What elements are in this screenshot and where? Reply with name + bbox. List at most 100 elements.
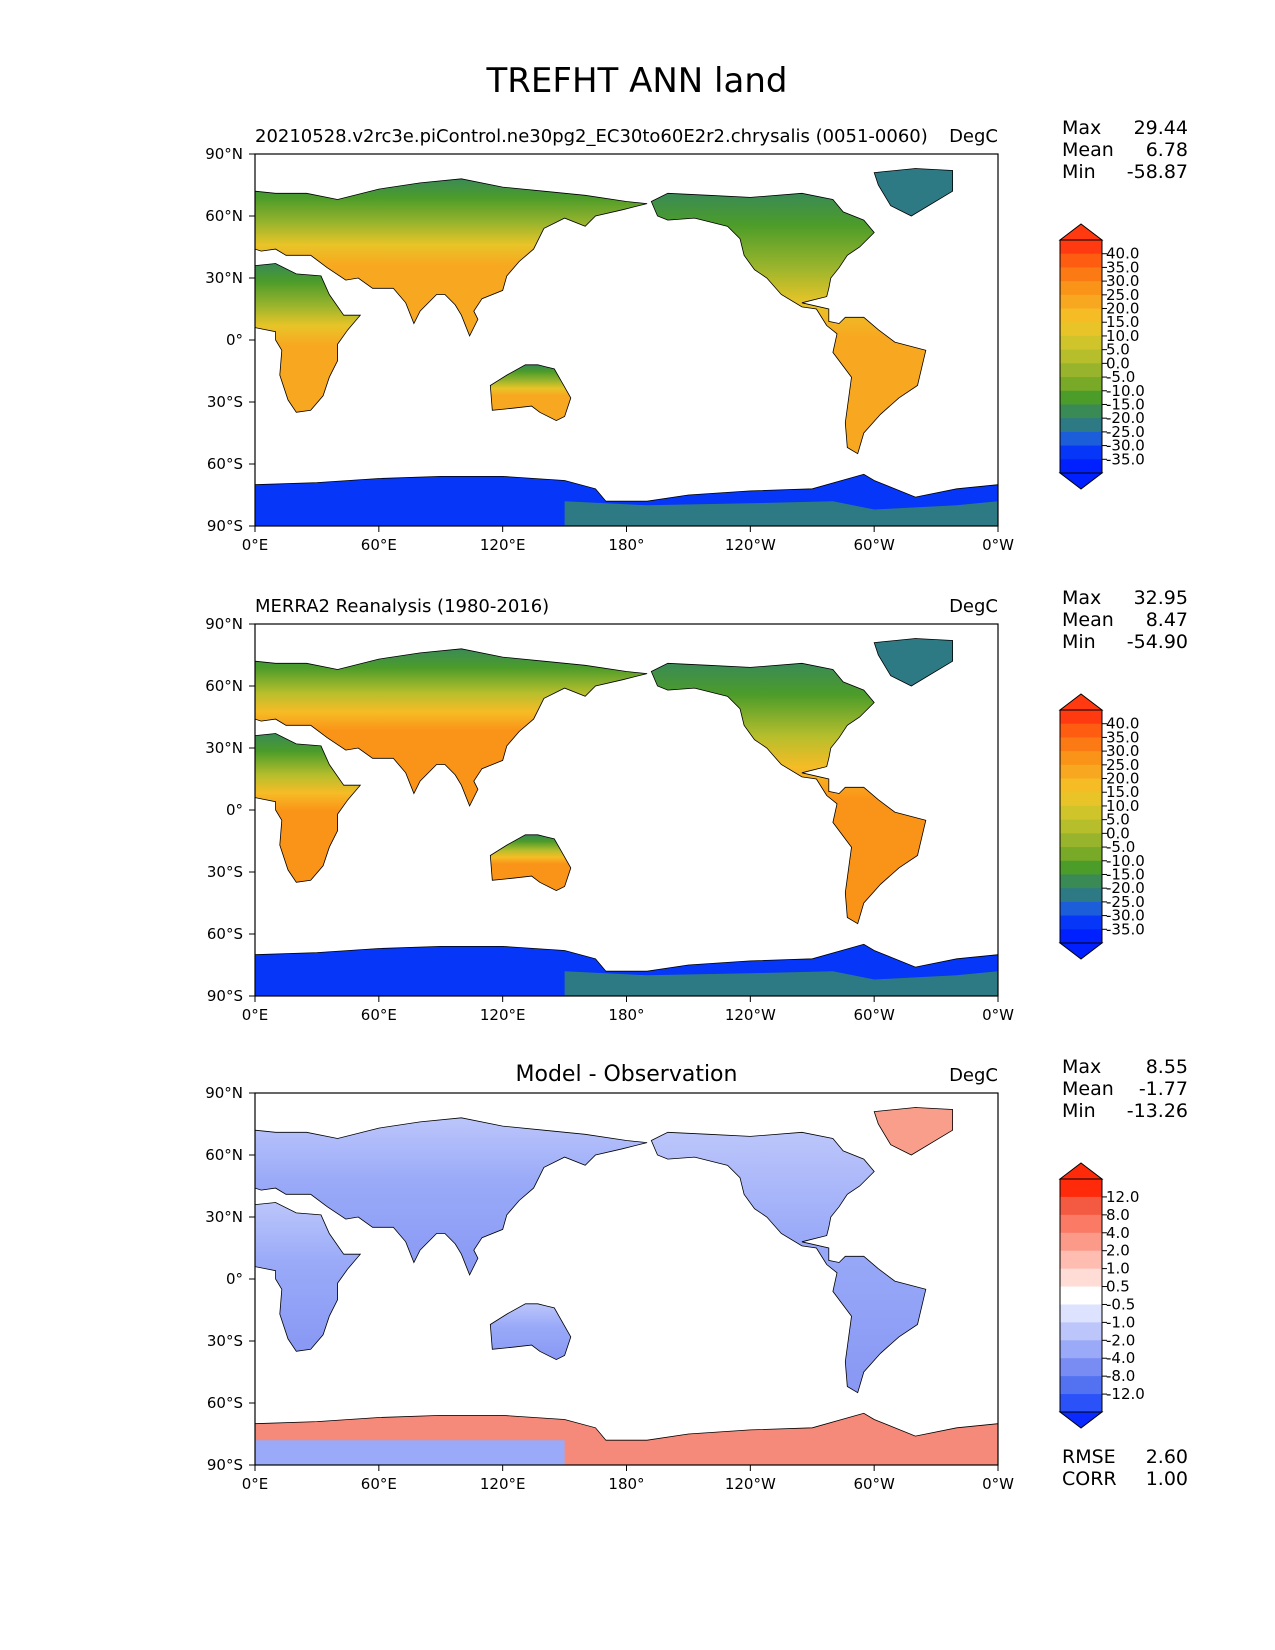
stat-value: -1.77 bbox=[1139, 1078, 1188, 1100]
landmass-australia bbox=[489, 1303, 572, 1361]
lat-tick-label: 90°N bbox=[205, 145, 243, 163]
colorbar-tick-label: 40.0 bbox=[1106, 245, 1139, 263]
stat-value: 8.47 bbox=[1146, 609, 1188, 631]
colorbar-bin bbox=[1060, 1196, 1102, 1216]
lat-tick-label: 90°N bbox=[205, 1084, 243, 1102]
stat-value: 8.55 bbox=[1146, 1056, 1188, 1078]
landmass-greenland bbox=[873, 638, 953, 687]
colorbar-bin bbox=[1060, 349, 1102, 364]
colorbar-tick-label: 30.0 bbox=[1106, 742, 1139, 760]
landmass-greenland bbox=[873, 1107, 953, 1156]
antarctica-interior bbox=[255, 1440, 565, 1465]
colorbar-bin bbox=[1060, 778, 1102, 793]
colorbar-tick-label: -25.0 bbox=[1106, 893, 1145, 911]
colorbar-tick-label: 25.0 bbox=[1106, 756, 1139, 774]
lon-tick-label: 0°W bbox=[982, 536, 1014, 554]
colorbar-bin bbox=[1060, 833, 1102, 848]
colorbar-bin bbox=[1060, 737, 1102, 752]
panel-units: DegC bbox=[949, 1065, 998, 1086]
colorbar-bin bbox=[1060, 390, 1102, 405]
colorbar: 40.035.030.025.020.015.010.05.00.0-5.0-1… bbox=[1058, 223, 1145, 490]
lon-tick-label: 60°W bbox=[853, 536, 895, 554]
colorbar-tick-label: 12.0 bbox=[1106, 1188, 1139, 1206]
colorbar: 40.035.030.025.020.015.010.05.00.0-5.0-1… bbox=[1058, 693, 1145, 960]
colorbar-max-arrow bbox=[1058, 693, 1104, 711]
colorbar-bin bbox=[1060, 335, 1102, 351]
colorbar-bin bbox=[1060, 1179, 1102, 1198]
colorbar-tick-label: 0.0 bbox=[1106, 824, 1130, 842]
stat-value: -54.90 bbox=[1127, 631, 1188, 653]
colorbar-tick-label: 0.0 bbox=[1106, 354, 1130, 372]
lat-tick-label: 90°S bbox=[207, 517, 243, 535]
colorbar-tick-label: 20.0 bbox=[1106, 300, 1139, 318]
colorbar-bin bbox=[1060, 281, 1102, 296]
landmass-africa bbox=[255, 263, 362, 413]
colorbar-tick-label: 5.0 bbox=[1106, 811, 1130, 829]
colorbar-tick-label: 35.0 bbox=[1106, 728, 1139, 746]
stat-value: -58.87 bbox=[1127, 161, 1188, 183]
landmass-africa bbox=[255, 1202, 362, 1352]
lat-tick-label: 0° bbox=[226, 331, 243, 349]
colorbar-tick-label: 2.0 bbox=[1106, 1242, 1130, 1260]
colorbar-tick-label: -10.0 bbox=[1106, 382, 1145, 400]
lon-tick-label: 120°W bbox=[725, 1006, 776, 1024]
colorbar-bin bbox=[1060, 751, 1102, 766]
colorbar-tick-label: -25.0 bbox=[1106, 423, 1145, 441]
stat-label: Min bbox=[1062, 631, 1096, 653]
colorbar-bin bbox=[1060, 459, 1102, 474]
colorbar-tick-label: 25.0 bbox=[1106, 286, 1139, 304]
colorbar-tick-label: 10.0 bbox=[1106, 327, 1139, 345]
lon-tick-label: 180° bbox=[608, 1475, 644, 1493]
stat-label: Mean bbox=[1062, 609, 1114, 631]
lon-tick-label: 0°E bbox=[242, 1475, 269, 1493]
colorbar-bin bbox=[1060, 240, 1102, 255]
lon-tick-label: 0°E bbox=[242, 1006, 269, 1024]
colorbar-bin bbox=[1060, 322, 1102, 337]
lon-tick-label: 60°W bbox=[853, 1006, 895, 1024]
colorbar-tick-label: -15.0 bbox=[1106, 395, 1145, 413]
lat-tick-label: 90°N bbox=[205, 615, 243, 633]
colorbar-bin bbox=[1060, 267, 1102, 282]
colorbar-frame bbox=[1059, 239, 1103, 474]
colorbar-tick-label: -35.0 bbox=[1106, 920, 1145, 938]
colorbar-bin bbox=[1060, 363, 1102, 378]
landmass-australia bbox=[489, 834, 572, 892]
lat-tick-label: 30°S bbox=[207, 1332, 243, 1350]
colorbar: 12.08.04.02.01.00.5-0.5-1.0-2.0-4.0-8.0-… bbox=[1058, 1162, 1145, 1429]
stat-label: Max bbox=[1062, 1056, 1101, 1078]
stat-label: Max bbox=[1062, 117, 1101, 139]
stat-label: Mean bbox=[1062, 139, 1114, 161]
colorbar-bin bbox=[1060, 431, 1102, 447]
lat-tick-label: 90°S bbox=[207, 1456, 243, 1474]
lon-tick-label: 180° bbox=[608, 1006, 644, 1024]
land-layer bbox=[255, 168, 998, 526]
stat-value: 29.44 bbox=[1134, 117, 1188, 139]
lon-tick-label: 60°E bbox=[361, 1006, 397, 1024]
lon-tick-label: 120°E bbox=[480, 1006, 526, 1024]
colorbar-min-arrow bbox=[1058, 942, 1104, 960]
landmass-westEurope bbox=[255, 248, 256, 266]
colorbar-tick-label: 0.5 bbox=[1106, 1278, 1130, 1296]
landmass-americas bbox=[650, 662, 927, 925]
lon-tick-label: 60°E bbox=[361, 1475, 397, 1493]
lat-tick-label: 60°S bbox=[207, 455, 243, 473]
colorbar-bin bbox=[1060, 847, 1102, 862]
colorbar-bin bbox=[1060, 874, 1102, 889]
landmass-westEurope bbox=[255, 718, 256, 736]
colorbar-max-arrow bbox=[1058, 1162, 1104, 1180]
colorbar-tick-label: -30.0 bbox=[1106, 437, 1145, 455]
colorbar-tick-label: -4.0 bbox=[1106, 1349, 1135, 1367]
lat-tick-label: 60°N bbox=[205, 207, 243, 225]
colorbar-frame bbox=[1059, 1178, 1103, 1413]
map-panel-3: Model - Observation DegC 0°E 60°E 120°E 180° 1… bbox=[205, 1056, 1188, 1493]
lat-tick-label: 60°N bbox=[205, 1146, 243, 1164]
colorbar-frame bbox=[1059, 709, 1103, 944]
antarctica-interior bbox=[564, 971, 998, 996]
colorbar-tick-label: 40.0 bbox=[1106, 715, 1139, 733]
stat-label: Min bbox=[1062, 161, 1096, 183]
landmass-australia bbox=[489, 364, 572, 422]
colorbar-bin bbox=[1060, 1286, 1102, 1305]
colorbar-bin bbox=[1060, 860, 1102, 875]
landmass-eurasia bbox=[255, 1117, 648, 1276]
